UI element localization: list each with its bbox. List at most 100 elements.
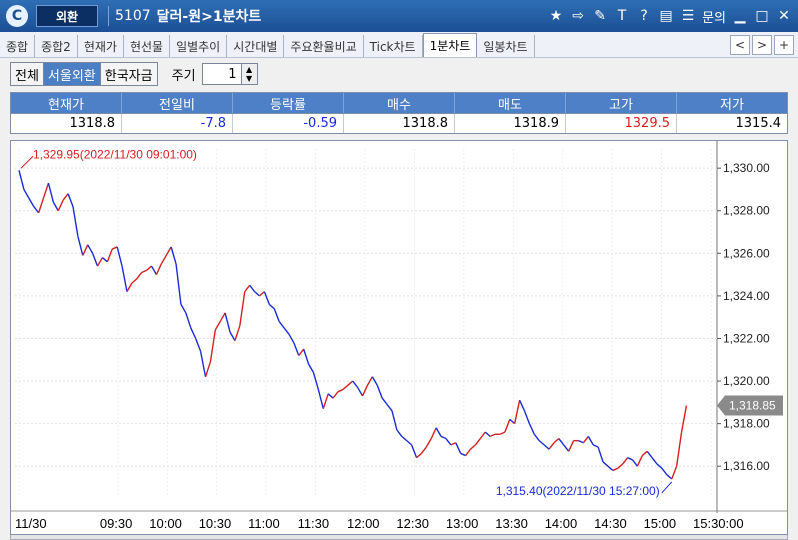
segment-seoul-fx[interactable]: 서울외환 (43, 63, 101, 85)
wrench-icon[interactable]: ✎ (594, 8, 606, 24)
share-icon[interactable]: ⇨ (572, 8, 584, 24)
inquiry-button[interactable]: 문의 (702, 10, 726, 26)
price-segment (661, 467, 668, 476)
price-segment (523, 410, 531, 424)
y-tick-label: 1,320.00 (723, 374, 770, 388)
tab-tick-chart[interactable]: Tick차트 (364, 35, 423, 57)
y-tick-label: 1,322.00 (723, 331, 770, 345)
price-segment (371, 376, 378, 386)
maximize-icon[interactable]: □ (755, 8, 769, 24)
price-segment (42, 182, 50, 199)
tab-daily-trend[interactable]: 일별추이 (170, 35, 228, 57)
price-segment (568, 440, 575, 452)
x-tick-label: 12:00 (347, 516, 380, 531)
price-segment (518, 399, 526, 412)
x-tick-label: 15:00 (643, 516, 677, 531)
price-segment (327, 393, 334, 399)
price-segment (627, 457, 633, 461)
tab-spot-futures[interactable]: 현선물 (124, 35, 171, 57)
price-segment (671, 465, 678, 480)
price-segment (543, 444, 550, 450)
tab-summary2[interactable]: 종합2 (35, 35, 78, 57)
price-segment (420, 446, 427, 454)
price-segment (234, 325, 241, 341)
price-segment (617, 463, 624, 469)
x-axis-labels: 11/30 09:30 10:00 10:30 11:00 11:30 12:00 12:30… (10, 513, 788, 535)
app-name-badge[interactable]: 외환 (36, 5, 98, 27)
price-segment (209, 329, 217, 362)
period-stepper[interactable]: 1 ▲ ▼ (201, 63, 258, 85)
price-segment (33, 206, 40, 214)
x-tick-label: 10:00 (149, 516, 182, 531)
price-segment (631, 459, 638, 467)
quote-header-row: 현재가 전일비 등락률 매수 매도 고가 저가 (11, 93, 787, 113)
price-segment (666, 474, 673, 480)
segment-korea-money[interactable]: 한국자금 (100, 63, 157, 85)
price-segment (214, 321, 221, 331)
price-segment (602, 461, 609, 467)
period-spin-buttons[interactable]: ▲ ▼ (240, 64, 257, 84)
price-segment (229, 331, 236, 341)
tab-current-price[interactable]: 현재가 (78, 35, 124, 57)
quote-value-row: 1318.8 -7.8 -0.59 1318.8 1318.9 1329.5 1… (11, 113, 787, 133)
price-segment (548, 442, 555, 450)
tab-by-time[interactable]: 시간대별 (227, 35, 285, 57)
tab-daily-chart[interactable]: 일봉차트 (477, 35, 535, 57)
price-segment (259, 291, 265, 297)
price-segment (460, 452, 466, 457)
print-icon[interactable]: ▤ (659, 8, 673, 24)
price-segment (91, 253, 99, 267)
header-bid: 매수 (344, 93, 455, 113)
tab-more-button[interactable]: + (774, 35, 794, 55)
spin-up-icon[interactable]: ▲ (245, 65, 253, 74)
minimize-icon[interactable]: ▁ (734, 8, 746, 24)
price-segment (332, 391, 339, 399)
current-price-label: 1,318.85 (729, 399, 776, 413)
price-segment (82, 244, 89, 256)
price-chart[interactable]: 1,330.00 1,328.00 1,326.00 1,324.00 1,322.00… (10, 140, 788, 515)
star-icon[interactable]: ★ (549, 8, 563, 24)
price-segment (509, 418, 516, 425)
price-segment (249, 284, 256, 293)
price-segment (288, 333, 295, 344)
value-current-price: 1318.8 (11, 114, 122, 133)
price-segment (357, 387, 364, 397)
menu-icon[interactable]: ☰ (681, 8, 695, 24)
price-segment (489, 433, 496, 438)
help-icon[interactable]: ? (640, 8, 648, 24)
low-annotation-arrow (661, 481, 673, 494)
price-segment (111, 246, 118, 250)
price-segment (293, 342, 300, 356)
price-segment (445, 438, 452, 446)
price-segment (254, 291, 260, 297)
price-segment (317, 389, 324, 409)
price-segment (533, 433, 540, 442)
tab-1min-chart[interactable]: 1분차트 (422, 33, 478, 57)
tab-next-button[interactable]: > (752, 35, 772, 55)
price-segment (410, 444, 418, 458)
close-icon[interactable]: ✕ (778, 8, 790, 24)
price-segment (322, 393, 329, 409)
price-segment (450, 442, 457, 446)
high-annotation-arrow (20, 155, 34, 169)
price-segment (52, 201, 59, 212)
period-value[interactable]: 1 (228, 66, 237, 82)
price-segment (680, 405, 688, 433)
price-segment (425, 438, 432, 448)
y-tick-label: 1,330.00 (723, 161, 770, 175)
price-segment (641, 450, 648, 457)
control-bar: 전체 서울외환 한국자금 주기 1 ▲ ▼ (0, 58, 798, 90)
spin-down-icon[interactable]: ▼ (245, 74, 253, 83)
price-segment (96, 257, 104, 267)
price-segment (155, 263, 162, 275)
x-tick-label: 12:30 (396, 516, 429, 531)
price-segment (499, 431, 506, 435)
segment-all[interactable]: 전체 (11, 63, 44, 85)
tab-prev-button[interactable]: < (730, 35, 750, 55)
y-tick-label: 1,326.00 (723, 246, 770, 260)
tab-summary[interactable]: 종합 (0, 35, 36, 57)
price-segment (263, 291, 270, 305)
font-icon[interactable]: T (617, 8, 627, 24)
price-segment (199, 351, 207, 377)
tab-major-rates[interactable]: 주요환율비교 (284, 35, 364, 57)
